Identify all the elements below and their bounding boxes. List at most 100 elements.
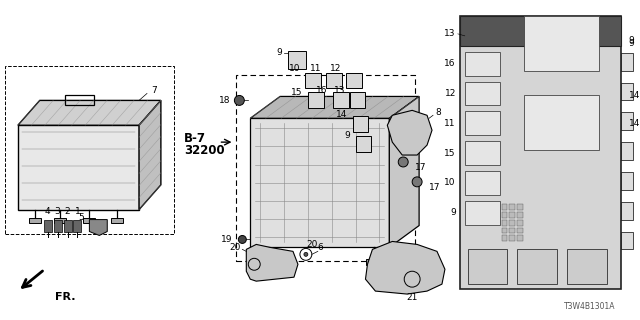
Text: 14: 14 <box>628 91 640 100</box>
Bar <box>509 228 515 234</box>
Text: 8: 8 <box>435 108 441 117</box>
Text: 14: 14 <box>628 119 640 128</box>
Bar <box>465 111 500 135</box>
Bar <box>524 95 599 150</box>
Text: 12: 12 <box>445 89 456 98</box>
Bar <box>236 75 415 261</box>
Bar <box>346 73 362 89</box>
Bar <box>621 112 632 130</box>
Bar <box>257 259 273 265</box>
Bar <box>465 141 500 165</box>
Bar <box>517 212 524 218</box>
Polygon shape <box>365 241 445 294</box>
Bar <box>465 201 500 225</box>
Bar <box>509 212 515 218</box>
Text: 9: 9 <box>628 39 634 48</box>
Bar <box>326 73 342 89</box>
Bar <box>465 52 500 76</box>
Circle shape <box>234 95 244 105</box>
Polygon shape <box>44 220 52 233</box>
Text: 4: 4 <box>45 207 51 216</box>
Text: 6: 6 <box>318 243 324 252</box>
Bar <box>524 16 599 71</box>
Bar <box>517 249 557 284</box>
Bar <box>621 142 632 160</box>
Text: FR.: FR. <box>54 292 75 302</box>
Text: 16: 16 <box>316 86 328 95</box>
Polygon shape <box>74 220 81 233</box>
Polygon shape <box>90 220 108 236</box>
Text: 5: 5 <box>79 213 84 222</box>
Text: 11: 11 <box>444 119 456 128</box>
Text: 10: 10 <box>289 64 301 73</box>
Text: 2: 2 <box>65 207 70 216</box>
Bar <box>502 220 508 226</box>
Circle shape <box>304 252 308 256</box>
Text: 16: 16 <box>444 59 456 68</box>
Bar <box>621 231 632 249</box>
Bar <box>509 236 515 241</box>
Text: 15: 15 <box>444 148 456 157</box>
Bar <box>509 204 515 210</box>
Bar <box>305 73 321 89</box>
Text: T3W4B1301A: T3W4B1301A <box>564 302 616 311</box>
Polygon shape <box>139 100 161 210</box>
Text: 32200: 32200 <box>184 144 225 156</box>
Polygon shape <box>250 118 389 247</box>
Text: 14: 14 <box>336 110 348 119</box>
Bar <box>502 204 508 210</box>
Bar <box>567 249 607 284</box>
Bar <box>468 249 508 284</box>
Text: 17: 17 <box>415 164 427 172</box>
Text: 21: 21 <box>406 292 418 301</box>
Polygon shape <box>387 110 432 155</box>
Text: 15: 15 <box>291 88 303 97</box>
Bar <box>111 218 123 223</box>
Bar <box>509 220 515 226</box>
Bar <box>621 53 632 71</box>
Text: 20: 20 <box>306 240 317 249</box>
Polygon shape <box>389 96 419 247</box>
Polygon shape <box>18 100 161 125</box>
Polygon shape <box>63 220 72 233</box>
Text: 18: 18 <box>219 96 230 105</box>
Bar <box>517 204 524 210</box>
Bar <box>83 218 95 223</box>
Circle shape <box>412 177 422 187</box>
Bar <box>502 236 508 241</box>
Bar <box>502 212 508 218</box>
Text: 9: 9 <box>628 36 634 45</box>
Bar <box>517 236 524 241</box>
Bar <box>5 66 174 235</box>
Bar <box>333 92 349 108</box>
Text: 3: 3 <box>55 207 60 216</box>
Text: 17: 17 <box>429 183 440 192</box>
Text: 9: 9 <box>276 48 282 57</box>
Bar <box>367 259 382 265</box>
Text: 9: 9 <box>345 131 351 140</box>
Polygon shape <box>54 220 61 233</box>
Polygon shape <box>460 16 621 289</box>
Text: 11: 11 <box>310 64 322 73</box>
Bar <box>502 228 508 234</box>
Text: 10: 10 <box>444 178 456 187</box>
Text: 19: 19 <box>221 235 232 244</box>
Text: 20: 20 <box>229 243 241 252</box>
Bar <box>517 220 524 226</box>
Bar <box>29 218 41 223</box>
Text: 13: 13 <box>334 86 346 95</box>
Bar <box>465 171 500 195</box>
Bar <box>356 136 371 152</box>
Text: 13: 13 <box>444 29 456 38</box>
Text: 12: 12 <box>330 64 342 73</box>
Bar <box>308 92 324 108</box>
Bar <box>465 82 500 105</box>
Circle shape <box>238 236 246 244</box>
Text: 7: 7 <box>151 86 157 95</box>
Bar <box>54 218 65 223</box>
Bar <box>621 83 632 100</box>
Bar <box>288 51 306 68</box>
Polygon shape <box>460 16 621 46</box>
Text: 1: 1 <box>75 207 81 216</box>
Bar <box>621 202 632 220</box>
